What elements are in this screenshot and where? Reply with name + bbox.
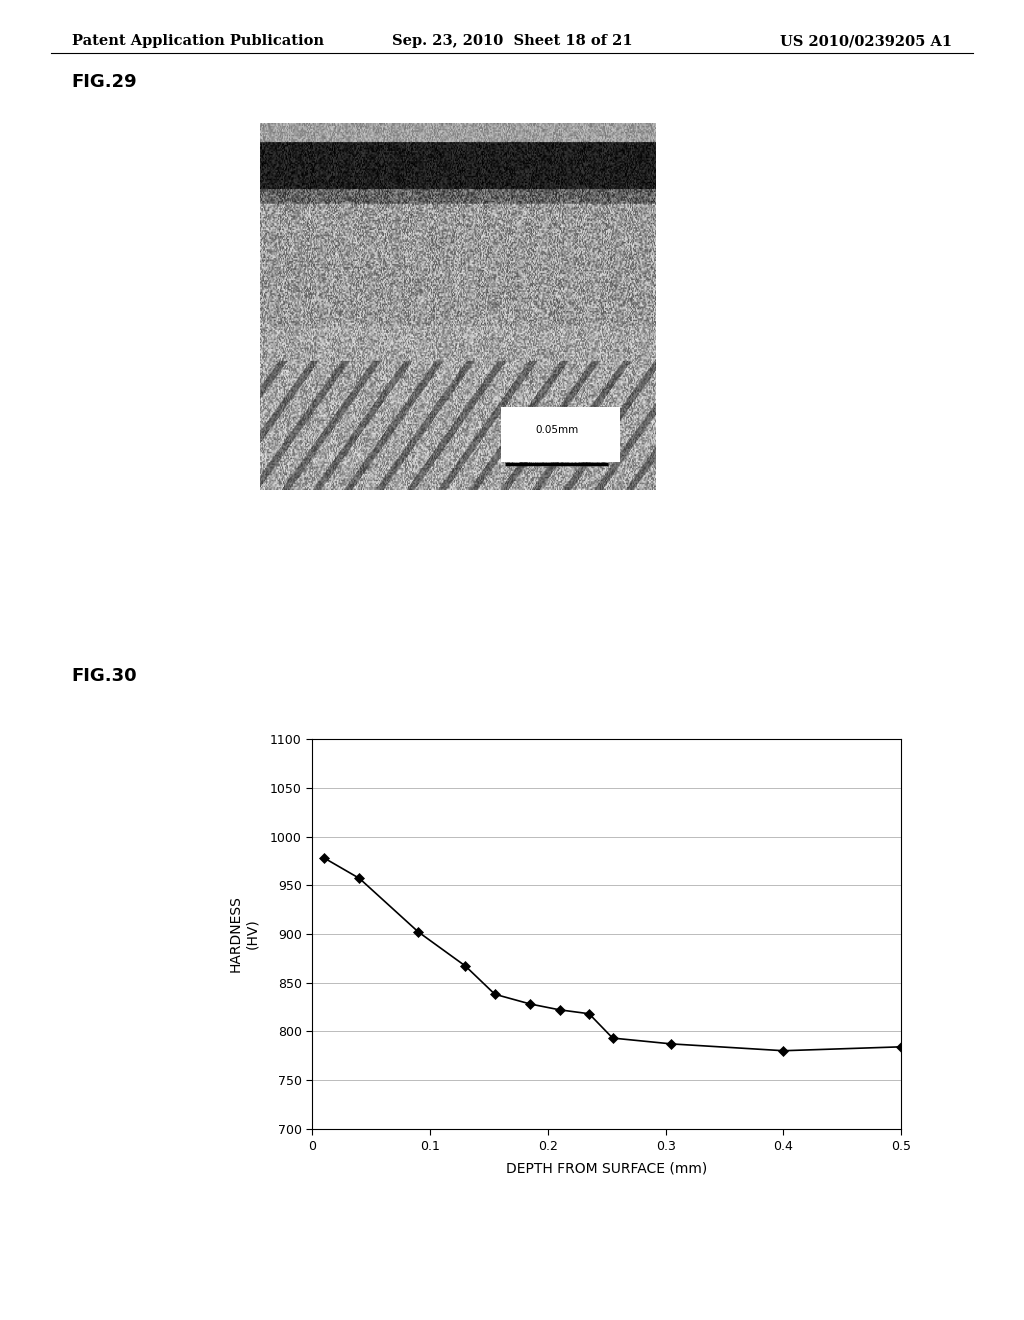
Text: Sep. 23, 2010  Sheet 18 of 21: Sep. 23, 2010 Sheet 18 of 21: [392, 34, 632, 49]
Text: FIG.29: FIG.29: [72, 73, 137, 91]
Y-axis label: HARDNESS
(HV): HARDNESS (HV): [228, 895, 259, 973]
Text: 0.05mm: 0.05mm: [535, 425, 579, 434]
FancyBboxPatch shape: [501, 407, 620, 462]
Text: US 2010/0239205 A1: US 2010/0239205 A1: [780, 34, 952, 49]
X-axis label: DEPTH FROM SURFACE (mm): DEPTH FROM SURFACE (mm): [506, 1162, 708, 1175]
Text: FIG.30: FIG.30: [72, 667, 137, 685]
Text: Patent Application Publication: Patent Application Publication: [72, 34, 324, 49]
